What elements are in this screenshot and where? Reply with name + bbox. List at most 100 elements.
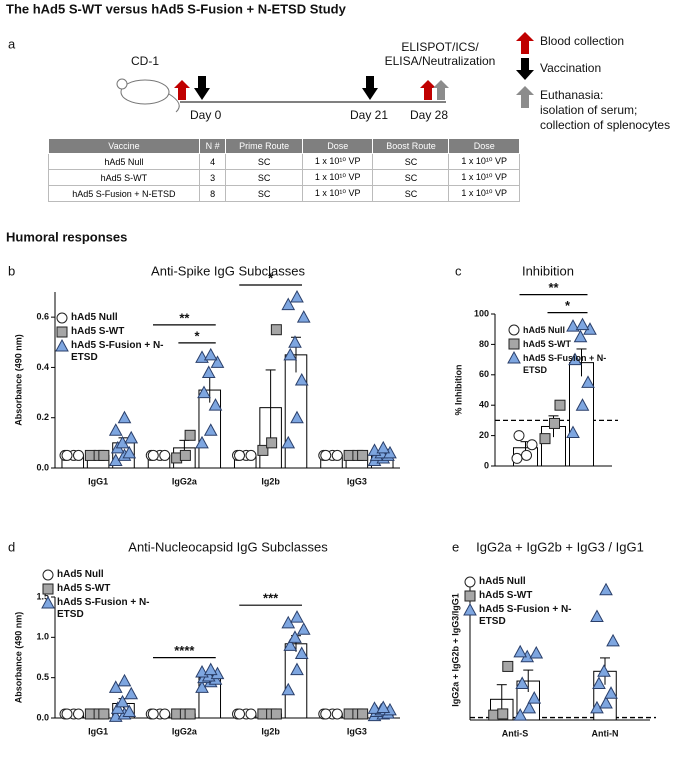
data-point [281, 297, 296, 311]
day-label: Day 28 [410, 108, 448, 122]
table-cell: hAd5 S-WT [48, 169, 200, 186]
data-point [201, 365, 216, 378]
table-cell: 4 [198, 153, 227, 170]
legend-text: Blood collection [540, 34, 624, 48]
data-point [549, 417, 560, 429]
blood-arrow [174, 80, 190, 100]
data-point [124, 430, 139, 444]
legend-marker [463, 602, 477, 616]
table-cell: Prime Route [225, 138, 303, 154]
data-point [195, 435, 209, 449]
data-point [179, 449, 191, 461]
legend-marker [56, 326, 68, 338]
data-point [597, 664, 611, 677]
legend-label: hAd5 Null [479, 576, 526, 587]
data-point [122, 704, 137, 718]
data-point [527, 691, 542, 704]
legend-label: hAd5 Null [57, 569, 104, 580]
legend-entry: hAd5 Null [523, 325, 565, 335]
y-tick-label: 1.5 [36, 591, 49, 601]
data-point [590, 609, 604, 623]
section-heading: Humoral responses [6, 229, 127, 244]
y-axis-label: Absorbance (490 nm) [13, 612, 23, 704]
data-point [290, 289, 304, 303]
data-point [147, 449, 159, 461]
data-point [331, 708, 343, 720]
data-point [117, 410, 132, 424]
x-tick-label: Ig2b [261, 476, 280, 486]
data-point [72, 449, 84, 461]
legend-entry: hAd5 S-WT [71, 326, 125, 337]
data-point [294, 372, 309, 386]
data-point [283, 638, 298, 651]
table-cell: 1 x 10¹⁰ VP [301, 169, 374, 186]
data-point [599, 695, 613, 709]
table-cell: Boost Route [372, 138, 450, 154]
figure-title: The hAd5 S-WT versus hAd5 S-Fusion + N-E… [6, 1, 347, 16]
y-tick-label: 0.6 [36, 312, 49, 322]
legend-label: hAd5 S-Fusion + N-ETSD [71, 340, 164, 363]
data-point [288, 335, 302, 348]
data-point [566, 319, 580, 332]
legend-entry: hAd5 Null [479, 576, 526, 587]
data-point [513, 708, 528, 721]
data-point [592, 676, 606, 689]
legend-text: Vaccination [540, 61, 601, 75]
data-point [502, 660, 514, 672]
y-tick-label: 0.4 [36, 362, 49, 372]
blood-arrow [420, 80, 436, 100]
x-tick-label: IgG1 [88, 726, 108, 736]
data-point [497, 708, 509, 720]
panel-label: c [455, 263, 462, 278]
data-point [234, 449, 246, 461]
legend-marker [41, 595, 55, 609]
x-tick-label: Anti-N [592, 728, 619, 738]
table-cell: N # [198, 138, 227, 154]
data-point [203, 347, 218, 361]
data-point [568, 352, 582, 366]
table-cell: 1 x 10¹⁰ VP [301, 185, 374, 202]
x-tick-label: IgG3 [347, 476, 367, 486]
table-cell: 1 x 10¹⁰ VP [301, 153, 374, 170]
table-row: Vaccine N # Prime Route Dose Boost Route Dose [48, 138, 520, 154]
table-cell: 1 x 10¹⁰ VP [448, 185, 520, 202]
legend-label: hAd5 S-Fusion + N-ETSD [57, 597, 150, 620]
legend-label: hAd5 S-Fusion + N-ETSD [523, 353, 607, 375]
table-cell: 1 x 10¹⁰ VP [448, 153, 520, 170]
legend-marker [507, 350, 521, 364]
significance-label: * [195, 328, 201, 343]
y-tick-label: 0.0 [36, 462, 49, 472]
table-cell: Vaccine [48, 138, 200, 154]
legend-label: hAd5 S-Fusion + N-ETSD [479, 604, 572, 627]
legend-marker [508, 324, 520, 336]
data-point [515, 676, 530, 689]
legend-entry: hAd5 S-Fusion + N-ETSD [523, 353, 607, 375]
data-point [290, 610, 304, 623]
data-point [573, 329, 588, 343]
chart-title: Anti-Nucleocapsid IgG Subclasses [128, 539, 328, 554]
y-tick-label: 20 [479, 430, 489, 440]
significance-label: ** [548, 280, 559, 295]
data-point [376, 440, 391, 454]
data-point [184, 708, 196, 720]
legend-label: hAd5 Null [523, 325, 565, 335]
y-tick-label: 60 [479, 369, 489, 379]
data-point [61, 449, 73, 461]
data-point [234, 708, 246, 720]
table-cell: SC [372, 153, 450, 170]
significance-label: * [268, 270, 274, 285]
data-point [367, 701, 382, 714]
legend-marker [42, 583, 54, 595]
y-tick-label: 1.0 [36, 632, 49, 642]
mouse [116, 78, 180, 113]
y-tick-label: 40 [479, 400, 489, 410]
data-point [513, 644, 528, 658]
data-point [61, 708, 73, 720]
chart-title: Inhibition [522, 263, 574, 278]
data-point [296, 310, 311, 323]
legend-label: hAd5 S-WT [71, 326, 125, 337]
data-point [266, 437, 278, 449]
table-cell: hAd5 Null [48, 153, 200, 170]
data-point [288, 630, 302, 643]
